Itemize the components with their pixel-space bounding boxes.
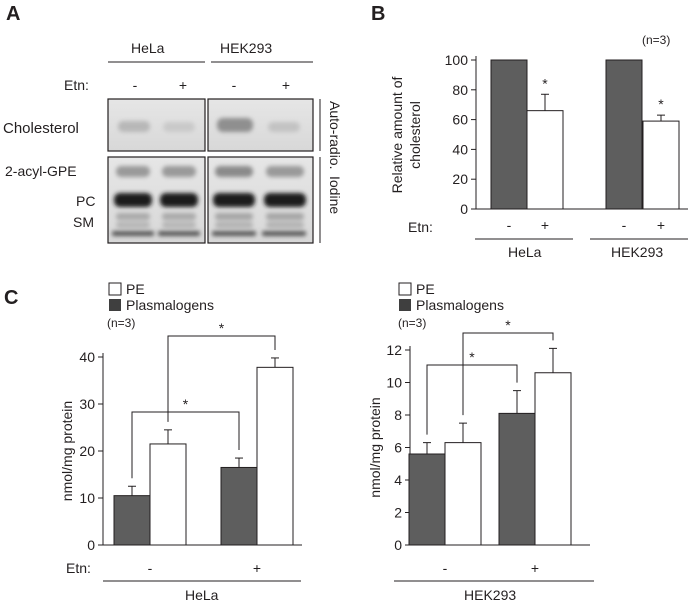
y-tick-label: 40 (452, 141, 468, 157)
bar-pe-0 (149, 443, 187, 546)
bar-0 (490, 59, 528, 210)
chol-band-hela-plus (163, 122, 195, 132)
band-label-pc: PC (76, 193, 95, 209)
bar-plasmalogens-1 (498, 412, 536, 546)
chart-b: 0 20 40 60 80 100 Relative amount of cholestero… (389, 52, 688, 233)
iodine-label: Iodine (327, 176, 343, 214)
y-tick-label: 0 (87, 537, 95, 553)
bar-plasmalogens-0 (408, 453, 446, 546)
y-tick-label: 0 (394, 537, 402, 553)
y-axis-label-2: cholesterol (407, 101, 423, 169)
y-tick-label: 2 (394, 505, 402, 521)
significance-bracket-1 (462, 332, 554, 416)
x-category-label: + (657, 217, 665, 233)
panel-c-right-n: (n=3) (398, 316, 426, 330)
x-category-label: + (531, 560, 539, 576)
bar-1 (526, 110, 564, 210)
panel-c-left-n: (n=3) (107, 316, 135, 330)
y-tick-label: 6 (394, 440, 402, 456)
y-axis-label: nmol/mg protein (59, 401, 75, 501)
bar-plasmalogens-1 (220, 466, 258, 546)
y-tick-label: 8 (394, 407, 402, 423)
bar-pe-0 (444, 442, 482, 546)
autoradio-label: Auto-radio. (327, 101, 343, 169)
legend-left-plasmalogens: Plasmalogens (126, 297, 214, 313)
y-tick-label: 40 (79, 349, 95, 365)
legend-right-plasmalogens: Plasmalogens (416, 297, 504, 313)
chart-c-right: 0 2 4 6 8 10 12 nmol/mg protein * * - + (367, 317, 590, 576)
panel-label-b: B (371, 3, 385, 25)
cholesterol-label: Cholesterol (3, 120, 79, 137)
x-category-label: - (443, 560, 448, 576)
blot-etn-state-1: - (133, 77, 138, 93)
panel-b-group-hela: HeLa (508, 244, 542, 260)
legend-left-pe: PE (126, 281, 145, 297)
autoradiograph-blot (107, 98, 314, 152)
panel-b-group-hek293: HEK293 (611, 244, 663, 260)
panel-label-a: A (6, 3, 20, 25)
y-tick-label: 20 (79, 443, 95, 459)
x-category-label: - (148, 560, 153, 576)
significance-bracket-0 (131, 411, 240, 479)
panel-b-etn-label: Etn: (408, 219, 433, 235)
blot-etn-state-3: - (232, 77, 237, 93)
y-tick-label: 80 (452, 82, 468, 98)
bar-2 (605, 59, 643, 210)
legend-right-pe-swatch (398, 282, 412, 296)
blot-etn-state-2: + (179, 77, 187, 93)
chol-band-hek-minus (217, 118, 253, 132)
legend-left-plasmalogens-swatch (109, 299, 121, 311)
y-tick-label: 0 (460, 201, 468, 217)
iodine-blot (107, 156, 314, 244)
y-axis-label: nmol/mg protein (367, 397, 383, 497)
panel-b-n: (n=3) (642, 33, 670, 47)
x-category-label: - (622, 217, 627, 233)
legend-right-pe: PE (416, 281, 435, 297)
legend-left-pe-swatch (108, 282, 122, 296)
y-tick-label: 12 (386, 342, 402, 358)
significance-star: * (542, 75, 548, 91)
y-tick-label: 4 (394, 472, 402, 488)
y-tick-label: 30 (79, 396, 95, 412)
bar-pe-1 (256, 366, 294, 546)
blot-etn-state-4: + (282, 77, 290, 93)
x-category-label: - (507, 217, 512, 233)
blot-cellline-hela: HeLa (131, 40, 165, 56)
significance-star: * (469, 349, 475, 365)
y-tick-label: 60 (452, 112, 468, 128)
chol-band-hek-plus (268, 122, 300, 132)
chol-band-hela-minus (118, 121, 150, 132)
legend-right-plasmalogens-swatch (399, 299, 411, 311)
band-label-2acylgpe: 2-acyl-GPE (5, 163, 77, 179)
chart-c-left: 0 10 20 30 40 nmol/mg protein * * - + (59, 320, 302, 576)
panel-c-right-group: HEK293 (464, 587, 516, 603)
significance-bracket-0 (426, 364, 518, 435)
significance-star: * (505, 317, 511, 333)
blot-etn-label: Etn: (64, 77, 89, 93)
significance-star: * (183, 396, 189, 412)
band-label-sm: SM (73, 214, 94, 230)
significance-star: * (658, 96, 664, 112)
panel-c-left-etn-label: Etn: (66, 560, 91, 576)
y-tick-label: 10 (386, 375, 402, 391)
y-tick-label: 10 (79, 490, 95, 506)
panel-label-c: C (4, 287, 18, 309)
panel-c-left-group: HeLa (185, 587, 219, 603)
x-category-label: + (541, 217, 549, 233)
bar-3 (642, 120, 680, 210)
y-axis-label: Relative amount of (389, 77, 405, 194)
bar-pe-1 (534, 372, 572, 546)
significance-bracket-1 (167, 335, 276, 422)
significance-star: * (219, 320, 225, 336)
x-category-label: + (253, 560, 261, 576)
bar-plasmalogens-0 (113, 495, 151, 546)
y-tick-label: 20 (452, 171, 468, 187)
y-tick-label: 100 (445, 52, 469, 68)
blot-cellline-hek293: HEK293 (220, 40, 272, 56)
